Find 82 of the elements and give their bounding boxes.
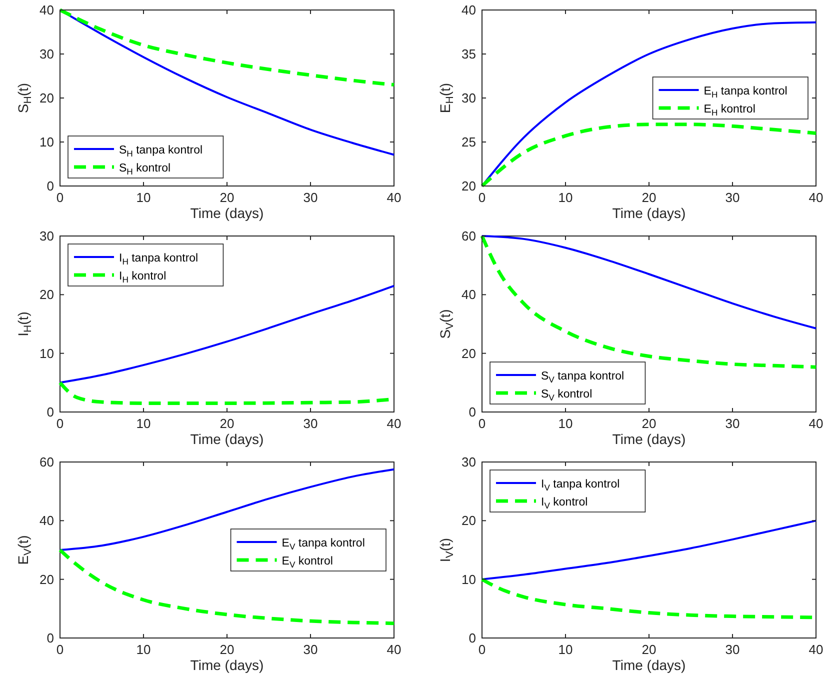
legend-label: I$_{V}$ kontrol — [541, 496, 588, 510]
y-tick-label: 0 — [46, 404, 54, 420]
x-tick-label: 40 — [808, 642, 824, 657]
x-tick-label: 40 — [386, 642, 402, 657]
x-axis-title: Time (days) — [612, 431, 686, 447]
x-tick-label: 10 — [558, 416, 573, 431]
y-tick-label: 30 — [462, 90, 476, 106]
line-series — [58, 8, 396, 87]
y-tick-label: 30 — [462, 454, 476, 470]
x-tick-label: 10 — [136, 416, 151, 431]
y-tick-label: 0 — [46, 178, 54, 194]
y-tick-label: 60 — [462, 228, 476, 244]
legend-label: E$_{H}$ kontrol — [704, 104, 756, 118]
legend-label: S$_{H}$ kontrol — [119, 162, 171, 176]
x-tick-label: 0 — [56, 190, 64, 205]
x-tick-label: 0 — [56, 416, 64, 431]
x-tick-label: 0 — [478, 416, 486, 431]
y-tick-label: 40 — [462, 287, 476, 302]
x-axis-title: Time (days) — [190, 431, 264, 447]
x-tick-label: 20 — [220, 642, 234, 657]
y-tick-label: 30 — [40, 228, 54, 244]
x-tick-label: 20 — [642, 190, 656, 205]
x-tick-label: 40 — [808, 416, 824, 431]
legend-label: E$_{H}$ tanpa kontrol — [704, 86, 788, 100]
y-tick-label: 25 — [462, 134, 476, 150]
x-tick-label: 20 — [642, 416, 656, 431]
x-tick-label: 30 — [303, 190, 318, 205]
x-tick-label: 20 — [220, 190, 234, 205]
y-tick-label: 20 — [40, 287, 54, 302]
x-tick-label: 10 — [558, 642, 573, 657]
y-tick-label: 10 — [40, 346, 54, 361]
y-tick-label: 10 — [462, 572, 476, 587]
x-tick-label: 30 — [725, 416, 740, 431]
y-tick-label: 20 — [40, 90, 54, 106]
y-tick-label: 10 — [40, 134, 54, 150]
x-axis-title: Time (days) — [612, 205, 686, 221]
line-series — [58, 548, 396, 626]
y-tick-label: 20 — [462, 346, 476, 361]
line-series — [480, 122, 818, 188]
y-tick-label: 60 — [40, 454, 54, 470]
line-series — [481, 235, 817, 330]
y-tick-label: 20 — [462, 178, 476, 194]
line-series — [59, 284, 395, 384]
x-tick-label: 0 — [478, 642, 486, 657]
y-tick-label: 35 — [462, 46, 476, 62]
x-axis-title: Time (days) — [190, 205, 264, 221]
y-tick-label: 40 — [462, 2, 476, 18]
x-tick-label: 30 — [303, 416, 318, 431]
x-axis-title: Time (days) — [612, 657, 686, 673]
y-tick-label: 0 — [468, 404, 476, 420]
y-tick-label: 40 — [40, 2, 54, 18]
line-series — [59, 468, 395, 551]
legend-label: E$_{V}$ tanpa kontrol — [282, 538, 365, 552]
x-tick-label: 30 — [303, 642, 318, 657]
y-tick-label: 20 — [40, 572, 54, 587]
y-tick-label: 0 — [46, 630, 54, 646]
legend-label: I$_{V}$ tanpa kontrol — [541, 478, 620, 492]
x-tick-label: 40 — [386, 190, 402, 205]
x-tick-label: 0 — [56, 642, 64, 657]
x-tick-label: 30 — [725, 190, 740, 205]
legend-label: E$_{V}$ kontrol — [282, 556, 333, 570]
x-tick-label: 0 — [478, 190, 486, 205]
x-tick-label: 10 — [136, 642, 151, 657]
legend-label: I$_{H}$ tanpa kontrol — [119, 252, 198, 266]
x-tick-label: 10 — [136, 190, 151, 205]
x-tick-label: 10 — [558, 190, 573, 205]
y-tick-label: 20 — [462, 513, 476, 528]
legend-label: S$_{V}$ kontrol — [541, 388, 592, 402]
x-tick-label: 20 — [642, 642, 656, 657]
x-tick-label: 40 — [386, 416, 402, 431]
legend-label: S$_{H}$ tanpa kontrol — [119, 144, 203, 158]
y-tick-label: 30 — [40, 46, 54, 62]
x-axis-title: Time (days) — [190, 657, 264, 673]
y-tick-label: 40 — [40, 513, 54, 528]
y-tick-label: 0 — [468, 630, 476, 646]
legend-label: S$_{V}$ tanpa kontrol — [541, 370, 624, 384]
legend-label: I$_{H}$ kontrol — [119, 270, 166, 284]
x-tick-label: 20 — [220, 416, 234, 431]
line-series — [480, 234, 818, 369]
x-tick-label: 30 — [725, 642, 740, 657]
x-tick-label: 40 — [808, 190, 824, 205]
line-series — [481, 520, 817, 580]
